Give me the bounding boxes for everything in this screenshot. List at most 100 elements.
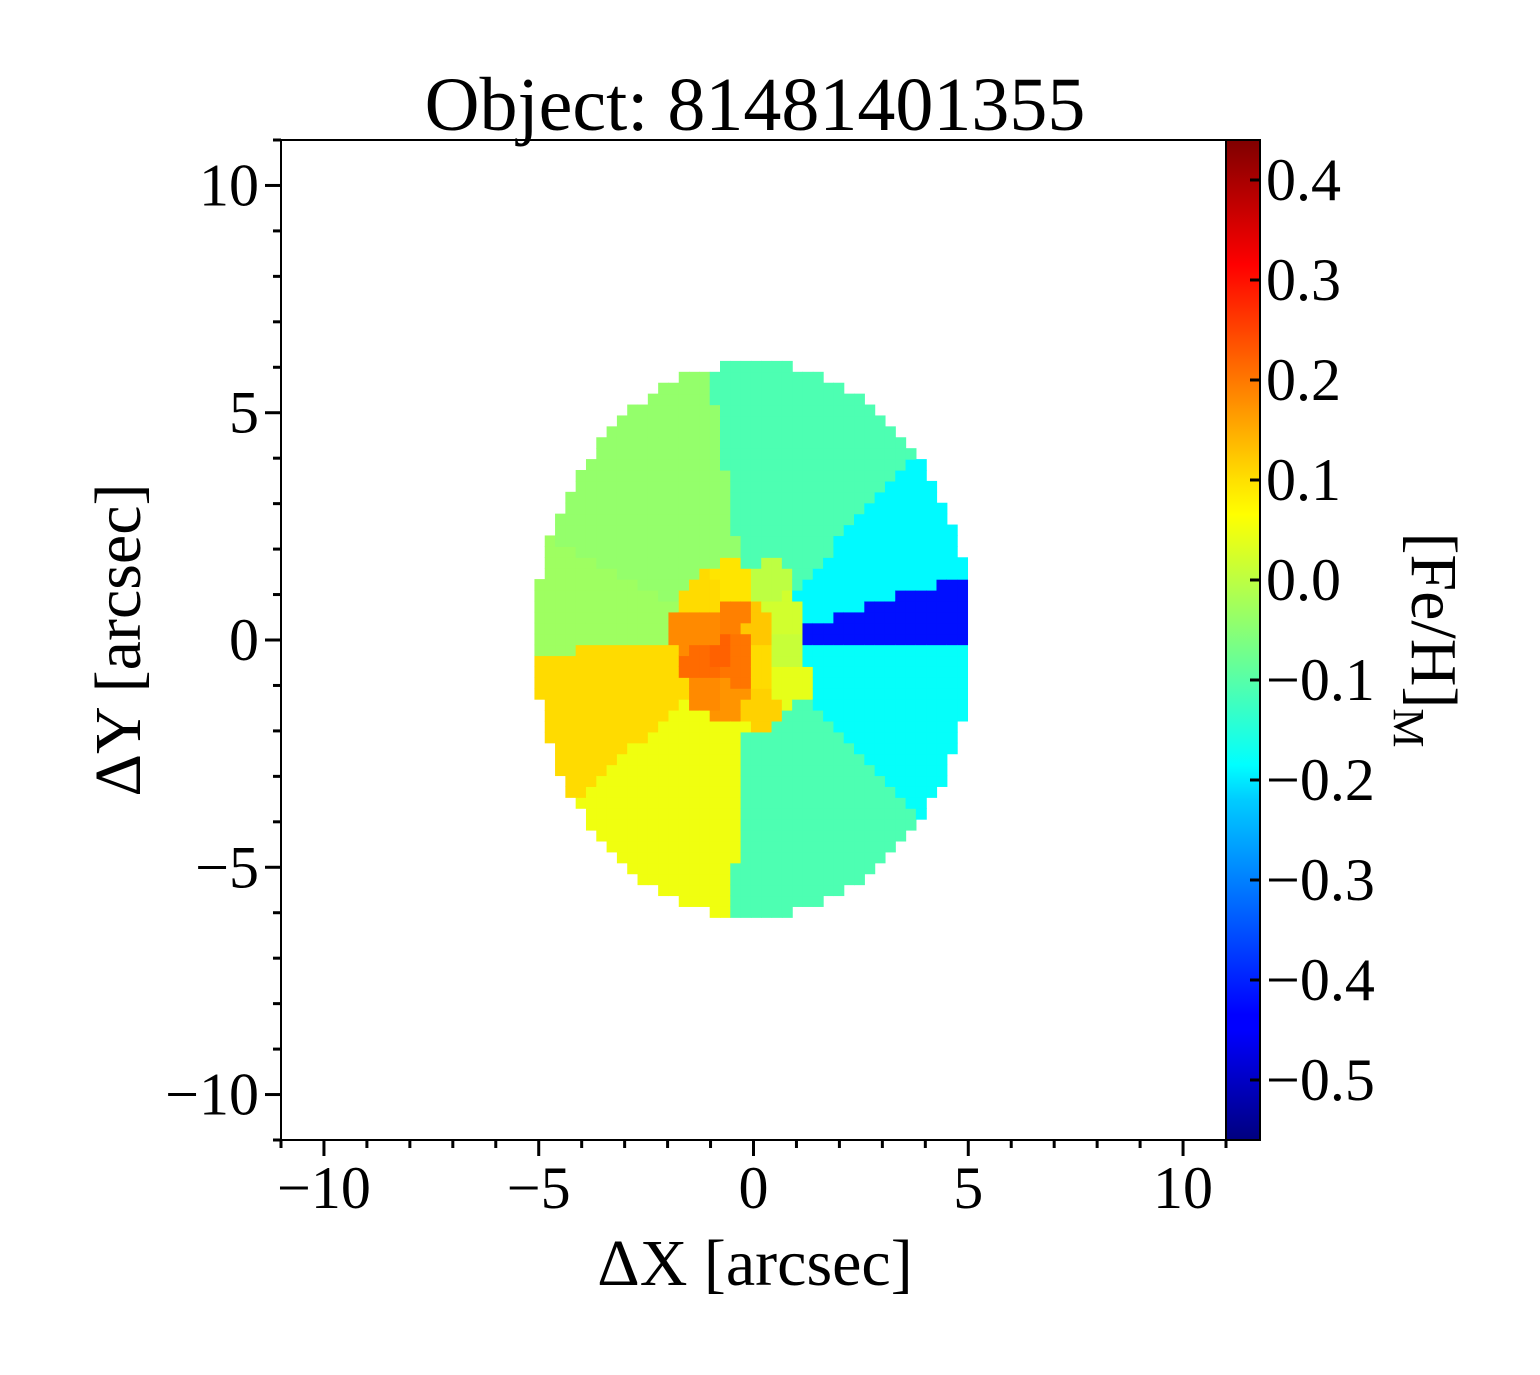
map-bin — [823, 546, 834, 558]
map-bin — [761, 415, 773, 427]
map-bin — [771, 404, 783, 417]
map-bin — [699, 459, 711, 471]
map-bin — [565, 535, 577, 547]
map-bin — [884, 437, 896, 449]
map-bin — [730, 873, 742, 886]
y-tick-label: −5 — [195, 834, 259, 900]
map-bin — [575, 633, 587, 646]
map-bin — [854, 731, 865, 744]
map-bin — [926, 753, 938, 766]
map-bin — [926, 590, 938, 602]
map-bin — [730, 688, 742, 700]
map-bin — [905, 590, 917, 602]
map-bin — [761, 819, 773, 831]
map-bin — [740, 775, 752, 787]
map-bin — [668, 710, 680, 722]
map-bin — [585, 699, 597, 711]
map-bin — [730, 590, 742, 602]
map-bin — [823, 480, 834, 493]
map-bin — [565, 688, 577, 700]
map-bin — [843, 764, 855, 777]
map-bin — [606, 622, 618, 635]
map-bin — [781, 720, 793, 733]
map-bin — [864, 491, 876, 504]
map-bin — [565, 655, 577, 667]
map-bin — [854, 742, 865, 755]
map-bin — [781, 459, 793, 471]
map-bin — [627, 622, 639, 635]
map-bin — [812, 480, 824, 493]
map-bin — [689, 448, 700, 460]
map-bin — [689, 524, 700, 537]
map-bin — [699, 851, 711, 864]
map-bin — [740, 895, 752, 907]
map-bin — [823, 666, 834, 678]
map-bin — [709, 764, 721, 777]
map-bin — [678, 393, 690, 406]
map-bin — [544, 666, 556, 678]
map-bin — [658, 579, 670, 591]
map-bin — [864, 699, 876, 711]
map-bin — [812, 655, 824, 667]
map-bin — [730, 655, 742, 667]
map-bin — [585, 720, 597, 733]
map-bin — [750, 622, 762, 635]
map-bin — [709, 513, 721, 526]
map-bin — [740, 655, 752, 667]
map-bin — [843, 710, 855, 722]
map-bin — [616, 644, 628, 657]
map-bin — [709, 611, 721, 624]
map-bin — [936, 764, 948, 777]
map-bin — [864, 710, 876, 722]
map-bin — [740, 590, 752, 602]
map-bin — [812, 688, 824, 700]
map-bin — [668, 535, 680, 547]
map-bin — [730, 437, 742, 449]
map-bin — [544, 633, 556, 646]
map-bin — [843, 873, 855, 886]
map-bin — [864, 655, 876, 667]
map-bin — [884, 764, 896, 777]
map-bin — [627, 491, 639, 504]
map-bin — [678, 699, 690, 711]
map-bin — [740, 720, 752, 733]
map-bin — [689, 753, 700, 766]
map-bin — [781, 546, 793, 558]
map-bin — [802, 884, 814, 897]
map-bin — [792, 524, 804, 537]
map-bin — [926, 546, 938, 558]
map-bin — [647, 622, 659, 635]
map-bin — [606, 720, 618, 733]
map-bin — [637, 851, 649, 864]
map-bin — [792, 404, 804, 417]
map-bin — [915, 797, 927, 809]
map-bin — [575, 644, 587, 657]
map-bin — [658, 557, 670, 569]
map-bin — [771, 568, 783, 580]
map-bin — [884, 797, 896, 809]
map-bin — [843, 655, 855, 667]
map-bin — [915, 753, 927, 766]
map-bin — [781, 600, 793, 613]
map-bin — [884, 448, 896, 460]
map-bin — [720, 644, 731, 657]
map-bin — [575, 480, 587, 493]
map-bin — [585, 611, 597, 624]
map-bin — [720, 895, 731, 907]
map-bin — [781, 808, 793, 820]
map-bin — [637, 666, 649, 678]
map-bin — [668, 393, 680, 406]
map-bin — [730, 546, 742, 558]
map-bin — [792, 371, 804, 384]
map-bin — [637, 797, 649, 809]
map-bin — [606, 535, 618, 547]
map-bin — [854, 633, 865, 646]
map-bin — [658, 611, 670, 624]
map-bin — [771, 600, 783, 613]
map-bin — [637, 786, 649, 798]
map-bin — [658, 426, 670, 438]
map-bin — [864, 404, 876, 417]
map-bin — [678, 611, 690, 624]
map-bin — [812, 437, 824, 449]
map-bin — [854, 797, 865, 809]
